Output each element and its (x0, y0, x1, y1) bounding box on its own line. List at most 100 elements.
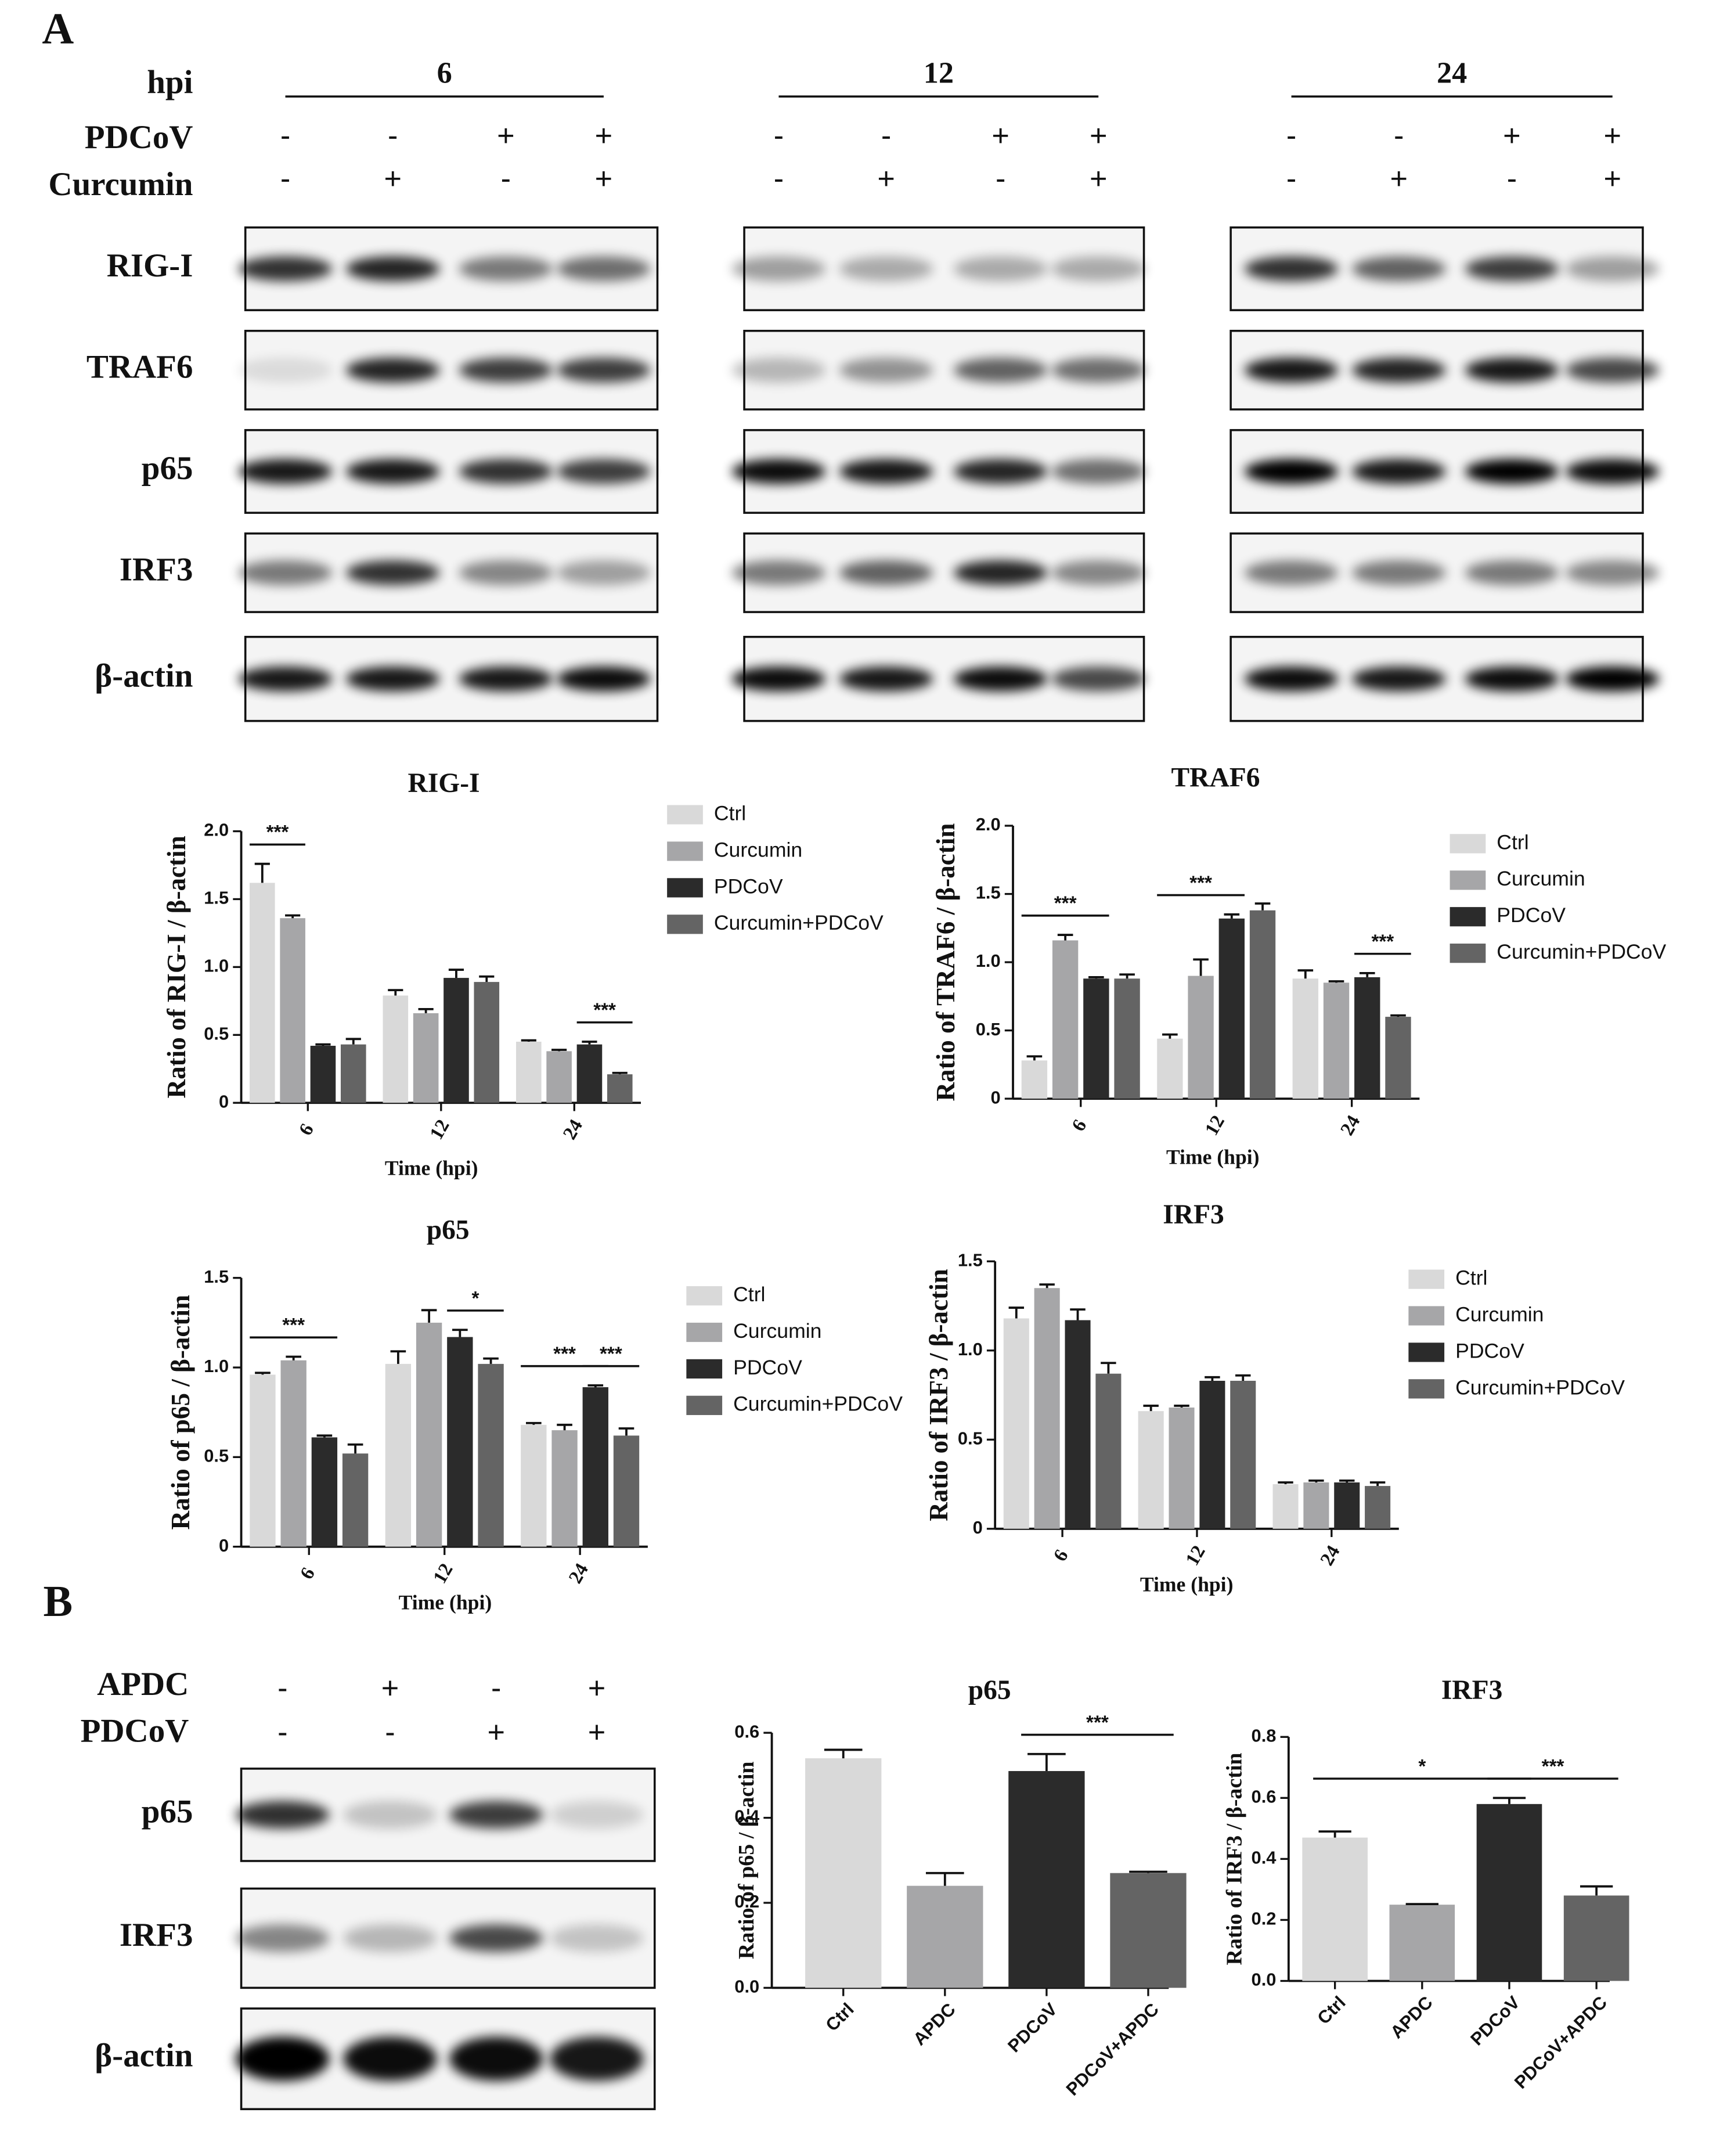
treatment-sign: - (1286, 119, 1296, 153)
bar (1169, 1408, 1195, 1529)
blot-band (1566, 560, 1660, 585)
legend-swatch (686, 1322, 723, 1342)
y-tick-label: 1.0 (976, 951, 1001, 971)
bar (250, 1374, 276, 1547)
bar (1034, 1288, 1060, 1529)
blot-band (557, 560, 651, 585)
error-bar (347, 1443, 363, 1454)
significance-label: *** (1086, 1712, 1109, 1733)
significance-label: *** (1189, 872, 1212, 894)
treatment-sign: - (491, 1671, 501, 1705)
treatment-sign: + (595, 162, 613, 196)
bar (1302, 1837, 1368, 1981)
bar (1365, 1486, 1391, 1529)
x-axis-label: Time (hpi) (385, 1157, 478, 1180)
blot-band (1352, 358, 1446, 383)
treatment-sign: - (996, 162, 1005, 196)
blot-band (1051, 358, 1145, 383)
blot-band (839, 358, 933, 383)
treatment-sign: + (1503, 119, 1521, 153)
blot-band (238, 666, 333, 692)
y-axis-label: Ratio of IRF3 / β-actin (924, 1269, 953, 1521)
error-bar (1254, 902, 1271, 910)
blot-band (1051, 560, 1145, 585)
blot-band (449, 1924, 543, 1952)
bar (1272, 1484, 1299, 1529)
blot-band (459, 358, 553, 383)
error-bar (315, 1043, 331, 1046)
y-tick-label: 0.4 (1252, 1848, 1277, 1868)
error-bar (418, 1007, 434, 1013)
y-axis-label: Ratio of TRAF6 / β-actin (931, 823, 960, 1102)
error-bar (1235, 1374, 1251, 1381)
legend-label: Curcumin (1497, 867, 1585, 890)
y-tick-label: 2.0 (204, 820, 229, 840)
bar (1021, 1060, 1048, 1099)
significance-label: *** (1054, 893, 1077, 915)
y-tick-label: 0.6 (734, 1721, 759, 1741)
significance-label: * (471, 1288, 479, 1309)
legend-swatch (686, 1359, 723, 1379)
row-label: Curcumin (48, 166, 193, 203)
error-bar (1057, 934, 1073, 941)
row-label: APDC (97, 1666, 189, 1703)
bar (310, 1046, 336, 1103)
blot-band (345, 459, 440, 484)
blot-band (557, 459, 651, 484)
error-bar (1205, 1376, 1220, 1381)
legend-swatch (1450, 944, 1486, 963)
bar (607, 1074, 633, 1103)
treatment-sign: + (595, 119, 613, 153)
legend-label: Ctrl (733, 1283, 765, 1306)
error-bar (1119, 973, 1135, 979)
bar (907, 1885, 983, 1988)
y-tick-label: 0.8 (1252, 1725, 1277, 1745)
error-bar (1008, 1306, 1025, 1319)
legend-label: Curcumin (714, 838, 802, 861)
significance-label: *** (282, 1315, 305, 1336)
bar (280, 918, 305, 1103)
bar (383, 995, 409, 1103)
bar (1188, 976, 1214, 1099)
x-axis-label: Time (hpi) (1140, 1573, 1234, 1596)
blot-band (731, 666, 826, 692)
bar (805, 1758, 882, 1988)
blot-label: β-actin (95, 657, 193, 694)
blot-band (238, 560, 333, 585)
blot-band (1465, 560, 1559, 585)
legend-label: Curcumin (1455, 1302, 1544, 1326)
treatment-sign: + (497, 119, 514, 153)
blot-band (1352, 560, 1446, 585)
bar (551, 1430, 578, 1547)
blot-band (1051, 256, 1145, 282)
bar (1065, 1320, 1091, 1529)
legend-label: Curcumin (733, 1319, 821, 1342)
legend-swatch (1408, 1306, 1445, 1326)
bar (1354, 977, 1380, 1099)
blot-band (345, 256, 440, 282)
blot-band (1244, 358, 1339, 383)
x-axis-label: Time (hpi) (399, 1591, 492, 1614)
bar (1003, 1318, 1029, 1529)
blot-band (449, 2036, 543, 2081)
error-bar (254, 862, 270, 883)
treatment-sign: - (1286, 162, 1296, 196)
error-bar (255, 1372, 271, 1375)
error-bar (316, 1434, 333, 1438)
significance-label: *** (266, 822, 289, 843)
blot-band (459, 256, 553, 282)
y-tick-label: 1.0 (204, 956, 229, 976)
y-tick-label: 0.5 (976, 1019, 1001, 1039)
blot-band (343, 1801, 437, 1829)
hpi-label: 12 (924, 56, 954, 90)
legend-swatch (1450, 834, 1486, 854)
error-bar (286, 1355, 301, 1360)
blot-band (1051, 459, 1145, 484)
bar (1389, 1905, 1455, 1981)
treatment-sign: + (991, 119, 1009, 153)
chart-title: p65 (427, 1215, 470, 1245)
blot-band (236, 1924, 330, 1952)
blot-label: β-actin (95, 2038, 193, 2074)
blot-band (550, 1924, 644, 1952)
